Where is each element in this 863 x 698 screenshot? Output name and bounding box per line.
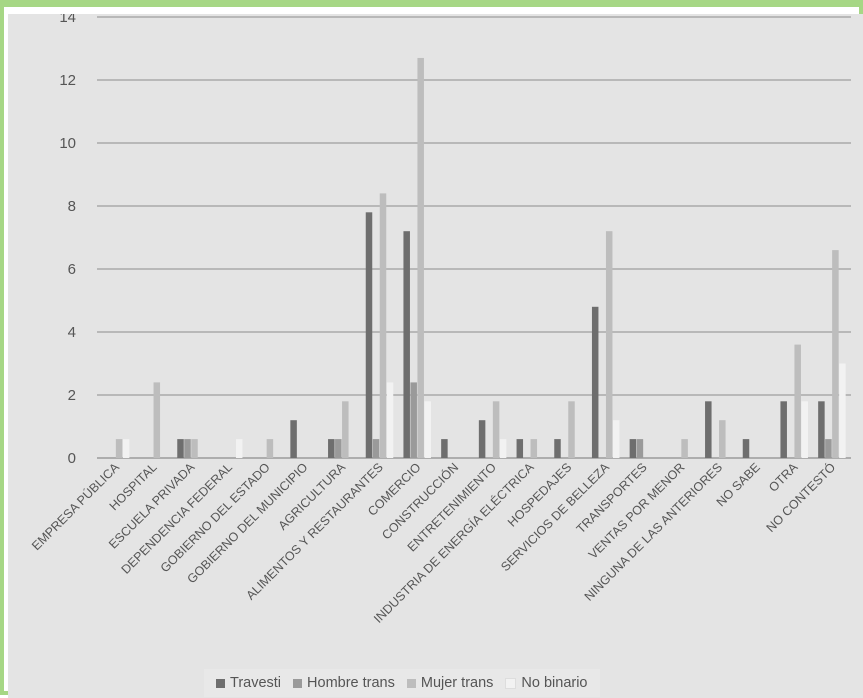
legend-item: Hombre trans [293, 675, 395, 691]
bar [636, 439, 644, 458]
legend-item: Mujer trans [406, 675, 494, 691]
y-tick-label: 6 [68, 261, 76, 278]
y-tick-label: 12 [59, 72, 76, 89]
y-tick-label: 2 [68, 387, 76, 404]
bar [403, 231, 410, 458]
bar [530, 439, 538, 458]
bar [478, 420, 486, 458]
bar [342, 401, 349, 458]
bar [818, 401, 825, 458]
bar [386, 382, 394, 458]
bar [184, 439, 191, 458]
y-tick-label: 8 [68, 198, 76, 215]
bar [410, 382, 417, 458]
bar [177, 439, 184, 458]
bar [705, 401, 712, 458]
bar [780, 401, 787, 458]
legend-item: No binario [505, 675, 588, 691]
bar [719, 420, 726, 458]
bar [417, 57, 424, 458]
bar [328, 439, 335, 458]
legend-swatch [505, 677, 517, 689]
legend-item: Travesti [216, 675, 281, 691]
bar [794, 344, 801, 458]
bar [801, 401, 808, 458]
bar [235, 439, 243, 458]
bar [122, 439, 130, 458]
bar [372, 439, 380, 458]
bar [591, 306, 599, 458]
bar [681, 439, 688, 458]
bar [612, 420, 620, 458]
bar [499, 439, 507, 458]
bar [516, 439, 524, 458]
bar [379, 193, 387, 458]
chart-area: 0 2 4 6 8 10 12 14 EMPRESA PÚBLICA HOSPITAL ESCUEL… [8, 14, 863, 698]
bar [568, 401, 575, 458]
bar [605, 231, 613, 458]
bar [554, 439, 561, 458]
bar [266, 439, 274, 458]
legend-swatch [216, 678, 225, 688]
bar [153, 382, 161, 458]
bar [365, 212, 373, 458]
x-category-label: AGRICULTURA [276, 460, 349, 533]
bar [825, 439, 832, 458]
legend: Travesti Hombre trans Mujer trans No binari… [204, 669, 600, 697]
bar [115, 439, 123, 458]
bar [832, 250, 839, 458]
legend-label: Hombre trans [307, 675, 395, 691]
bar [742, 439, 750, 458]
x-category-label: ALIMENTOS Y RESTAURANTES [244, 460, 386, 602]
x-category-label: OTRA [766, 460, 801, 495]
x-category-label: NO CONTESTÓ [763, 459, 839, 535]
y-tick-label: 14 [59, 14, 76, 26]
y-tick-label: 4 [68, 324, 76, 341]
y-tick-label: 0 [68, 450, 76, 467]
bar [839, 363, 846, 458]
legend-swatch [293, 678, 303, 688]
legend-label: No binario [521, 675, 588, 691]
legend-label: Mujer trans [420, 675, 494, 691]
y-tick-label: 10 [59, 135, 76, 152]
bar [492, 401, 500, 458]
bar [424, 401, 431, 458]
x-category-label: NINGUNA DE LAS ANTERIORES [582, 460, 725, 603]
legend-swatch [406, 678, 416, 688]
legend-label: Travesti [230, 675, 282, 691]
bar [290, 420, 297, 458]
bar [191, 439, 198, 458]
bar [335, 439, 342, 458]
bar [441, 439, 448, 458]
bar [629, 439, 637, 458]
